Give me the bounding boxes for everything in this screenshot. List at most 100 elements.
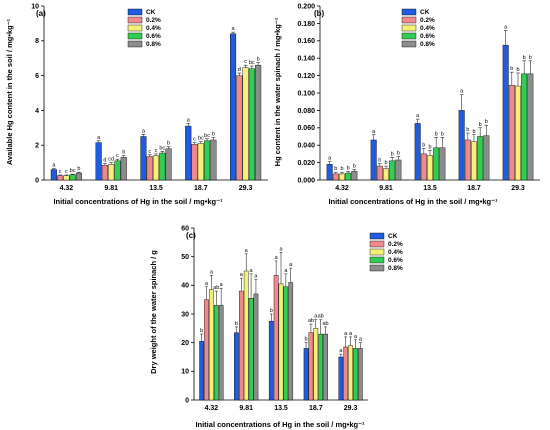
panel-c-significance-letter: a xyxy=(245,248,249,254)
panel-a-x-tick-label: 9.81 xyxy=(104,185,118,192)
panel-b-bar xyxy=(332,173,339,181)
panel-a-significance-letter: b xyxy=(77,166,80,172)
panel-a-y-axis-title: Available Hg content in the soil / mg•kg… xyxy=(5,18,14,165)
panel-b-significance-letter: a xyxy=(416,113,420,119)
panel-a-significance-letter: d xyxy=(103,157,106,163)
panel-b-significance-letter: b xyxy=(466,127,469,133)
panel-a-significance-letter: c xyxy=(65,169,68,175)
panel-b-significance-letter: b xyxy=(391,151,394,157)
panel-c-legend-swatch xyxy=(369,256,385,264)
panel-b-bar xyxy=(458,110,465,181)
panel-b-x-tick-label: 29.3 xyxy=(511,185,525,192)
panel-c-significance-letter: a xyxy=(254,274,258,280)
panel-c-x-tick-label: 4.32 xyxy=(205,405,219,412)
panel-b-bar xyxy=(351,171,358,181)
panel-b-bar xyxy=(527,73,534,181)
panel-b-legend-swatch xyxy=(401,40,417,48)
panel-c-bar xyxy=(243,270,249,401)
panel-c-bar xyxy=(318,333,324,401)
panel-a-label: (a) xyxy=(36,9,46,18)
panel-b-significance-letter: a xyxy=(504,24,508,30)
panel-c-significance-letter: a xyxy=(339,348,343,354)
panel-c-significance-letter: a xyxy=(205,281,209,287)
panel-b-significance-letter: b xyxy=(347,165,350,171)
panel-b-plot: 0.000 0.020 0.040 0.060 0.080 0.100 0.120 0.140… xyxy=(297,3,540,192)
panel-b-significance-letter: b xyxy=(384,160,387,166)
panel-c-legend-label: CK xyxy=(388,233,398,240)
panel-c-significance-letter: a xyxy=(250,268,254,274)
panel-a-significance-letter: c xyxy=(244,59,247,65)
panel-b-significance-letter: a xyxy=(372,129,376,135)
panel-a-y-tick-label: 4 xyxy=(35,108,39,115)
panel-b-legend-label: 0.8% xyxy=(420,41,435,48)
panel-c-y-tick-label: 40 xyxy=(181,283,189,290)
panel-a-legend-swatch xyxy=(127,16,143,24)
panel-a-legend-label: CK xyxy=(146,9,156,16)
panel-c-bar xyxy=(253,293,259,401)
panel-c-bar xyxy=(313,328,319,401)
panel-b-legend-label: CK xyxy=(420,9,430,16)
panel-a-significance-letter: a xyxy=(142,128,146,134)
panel-b-significance-letter: b xyxy=(378,157,381,163)
panel-a-bar xyxy=(140,136,147,181)
panel-b-y-tick-label: 0.060 xyxy=(297,125,315,132)
panel-b-significance-letter: a xyxy=(328,156,332,162)
panel-b-y-axis-title: Hg content in the water spinach / mg•kg⁻… xyxy=(273,17,282,166)
panel-b: (b) Initial concentrations of Hg in the … xyxy=(273,9,498,206)
panel-c-bar xyxy=(273,275,279,401)
panel-c-bar xyxy=(303,348,309,401)
panel-a-legend-label: 0.6% xyxy=(146,33,161,40)
panel-a-bar xyxy=(165,148,172,181)
panel-b-bar xyxy=(376,165,383,181)
panel-b-y-tick-label: 0.080 xyxy=(297,108,315,115)
panel-a-bar xyxy=(159,152,166,181)
panel-c-significance-letter: a xyxy=(220,282,224,288)
panel-b-bar xyxy=(433,147,440,181)
panel-c-bar xyxy=(353,348,358,401)
panel-a-significance-letter: c xyxy=(116,153,119,159)
panel-b-significance-letter: b xyxy=(529,55,532,61)
panel-c-significance-letter: a xyxy=(314,314,318,320)
panel-b-bar xyxy=(477,136,484,181)
panel-c-bar xyxy=(358,348,363,401)
panel-a-bar xyxy=(230,33,237,181)
panel-b-bar xyxy=(483,135,490,181)
panel-c-bar xyxy=(283,286,289,401)
panel-c-legend-swatch xyxy=(369,264,385,272)
panel-b-y-tick-label: 0.200 xyxy=(297,3,315,10)
panel-a-y-tick-label: 0 xyxy=(35,177,39,184)
panel-a-x-axis-title: Initial concentrations of Hg in the soil… xyxy=(53,197,223,206)
panel-a-significance-letter: bc xyxy=(159,145,165,151)
panel-b-bar xyxy=(370,139,377,181)
panel-a: (a) Initial concentrations of Hg in the … xyxy=(5,9,223,206)
panel-b-bar xyxy=(420,153,427,181)
panel-b-legend-label: 0.2% xyxy=(420,17,435,24)
panel-c-bar xyxy=(348,345,353,401)
panel-c-significance-letter: ab xyxy=(318,314,324,320)
panel-c-significance-letter: a xyxy=(210,269,214,275)
panel-c-bar xyxy=(204,299,209,401)
panel-a-bar xyxy=(255,64,262,181)
panel-b-y-tick-label: 0.000 xyxy=(297,177,315,184)
panel-b-bar xyxy=(515,85,521,181)
panel-b-significance-letter: b xyxy=(516,67,519,73)
panel-a-significance-letter: c xyxy=(148,149,151,155)
panel-b-x-tick-label: 9.81 xyxy=(379,185,393,192)
panel-a-bar xyxy=(236,75,243,181)
panel-a-bar xyxy=(204,140,211,181)
panel-b-bar xyxy=(383,168,389,181)
panel-c: (c) Initial concentrations of Hg in the … xyxy=(149,231,365,429)
panel-b-significance-letter: b xyxy=(472,129,475,135)
panel-c-bar xyxy=(323,333,328,401)
panel-a-significance-letter: b xyxy=(257,57,260,63)
panel-a-x-tick-label: 18.7 xyxy=(194,185,208,192)
panel-b-y-tick-label: 0.100 xyxy=(297,90,315,97)
panel-a-legend-swatch xyxy=(127,32,143,40)
panel-a-legend-label: 0.2% xyxy=(146,17,161,24)
panel-c-bar xyxy=(199,341,204,401)
panel-a-bar xyxy=(95,142,102,181)
panel-c-bar xyxy=(238,290,244,401)
panel-c-bar xyxy=(209,289,214,401)
